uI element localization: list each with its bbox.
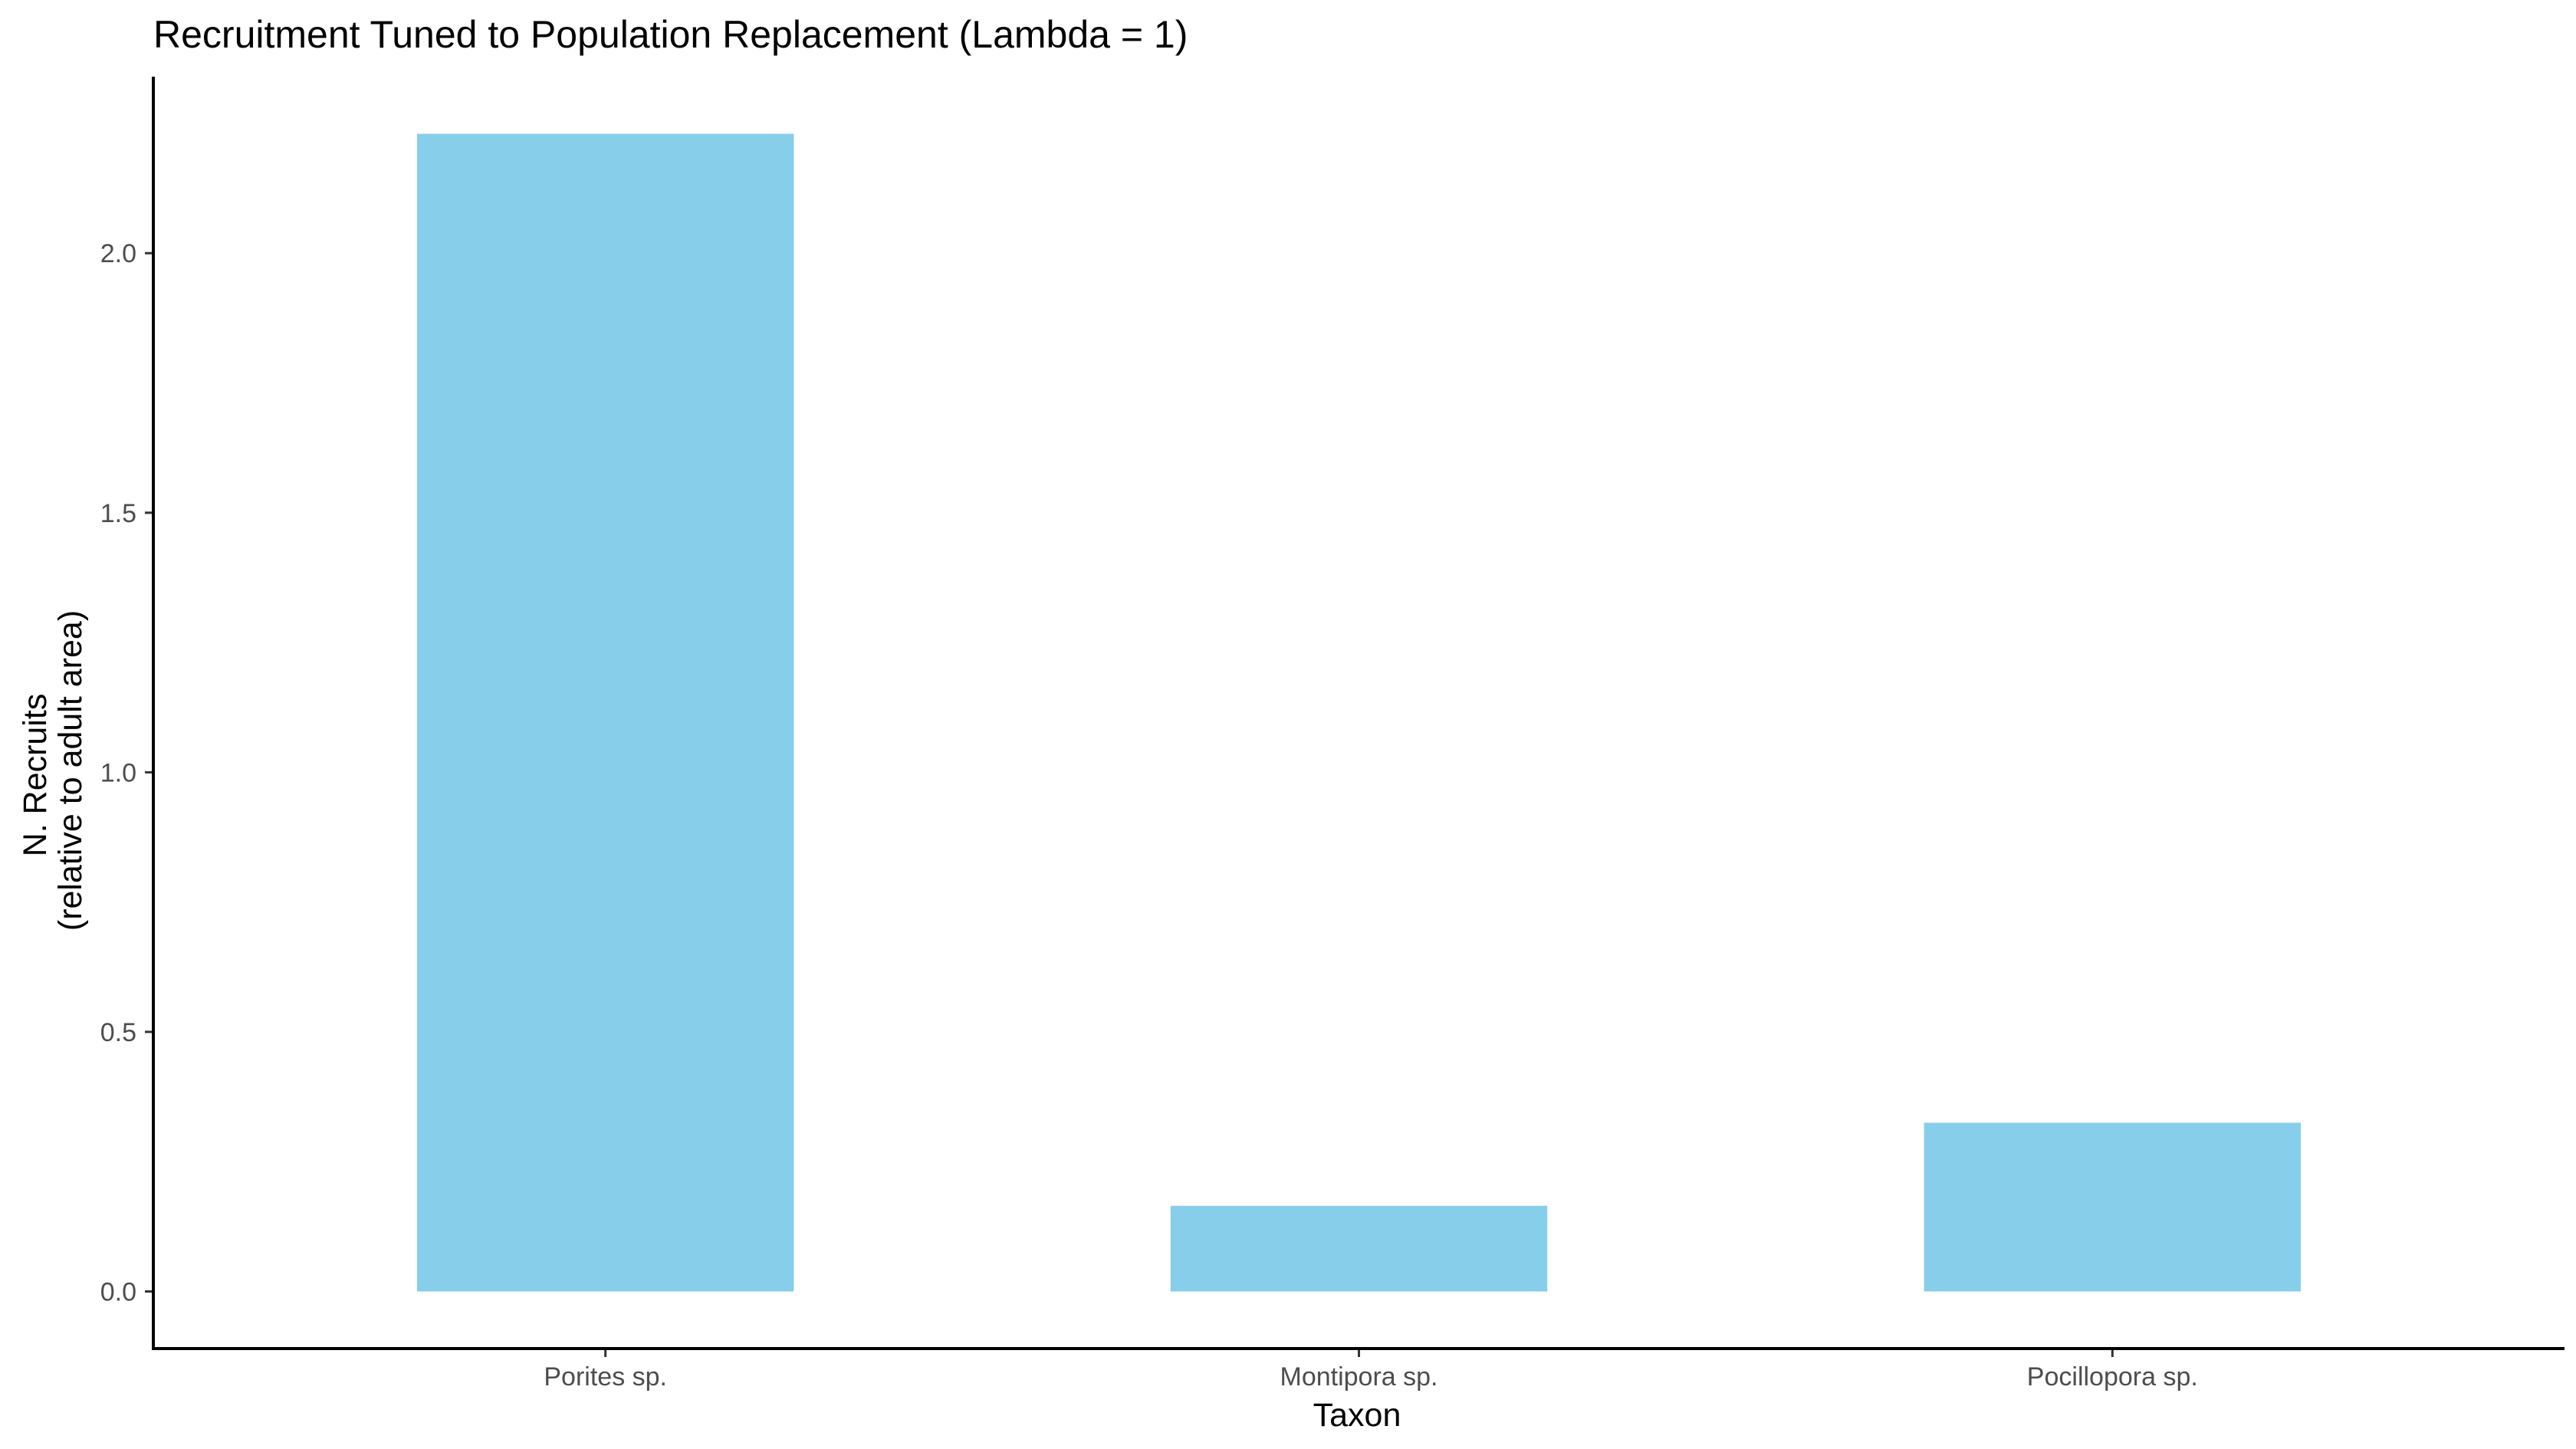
bar-porites-sp — [416, 133, 794, 1292]
y-axis-title-line-1: N. Recruits — [17, 694, 54, 857]
y-tick-label: 0.5 — [100, 1018, 136, 1047]
x-tick-label: Montipora sp. — [1280, 1362, 1438, 1392]
x-axis-ticks: Porites sp. Montipora sp. Pocillopora sp. — [544, 1349, 2198, 1392]
bars-group — [416, 133, 2302, 1292]
y-tick-label: 0.0 — [100, 1278, 136, 1307]
x-tick-label: Pocillopora sp. — [2027, 1362, 2198, 1392]
bar-pocillopora-sp — [1924, 1122, 2302, 1292]
bar-montipora-sp — [1170, 1205, 1548, 1292]
y-tick-label: 2.0 — [100, 239, 136, 268]
chart-title: Recruitment Tuned to Population Replacem… — [153, 13, 1188, 56]
y-axis-title-line-2: (relative to adult area) — [52, 610, 89, 931]
x-tick-label: Porites sp. — [544, 1362, 667, 1392]
y-axis-ticks: 0.0 0.5 1.0 1.5 2.0 — [100, 239, 153, 1307]
y-tick-label: 1.0 — [100, 758, 136, 787]
y-tick-label: 1.5 — [100, 499, 136, 528]
x-axis-title: Taxon — [1313, 1397, 1401, 1434]
y-axis-title: N. Recruits (relative to adult area) — [17, 610, 89, 931]
